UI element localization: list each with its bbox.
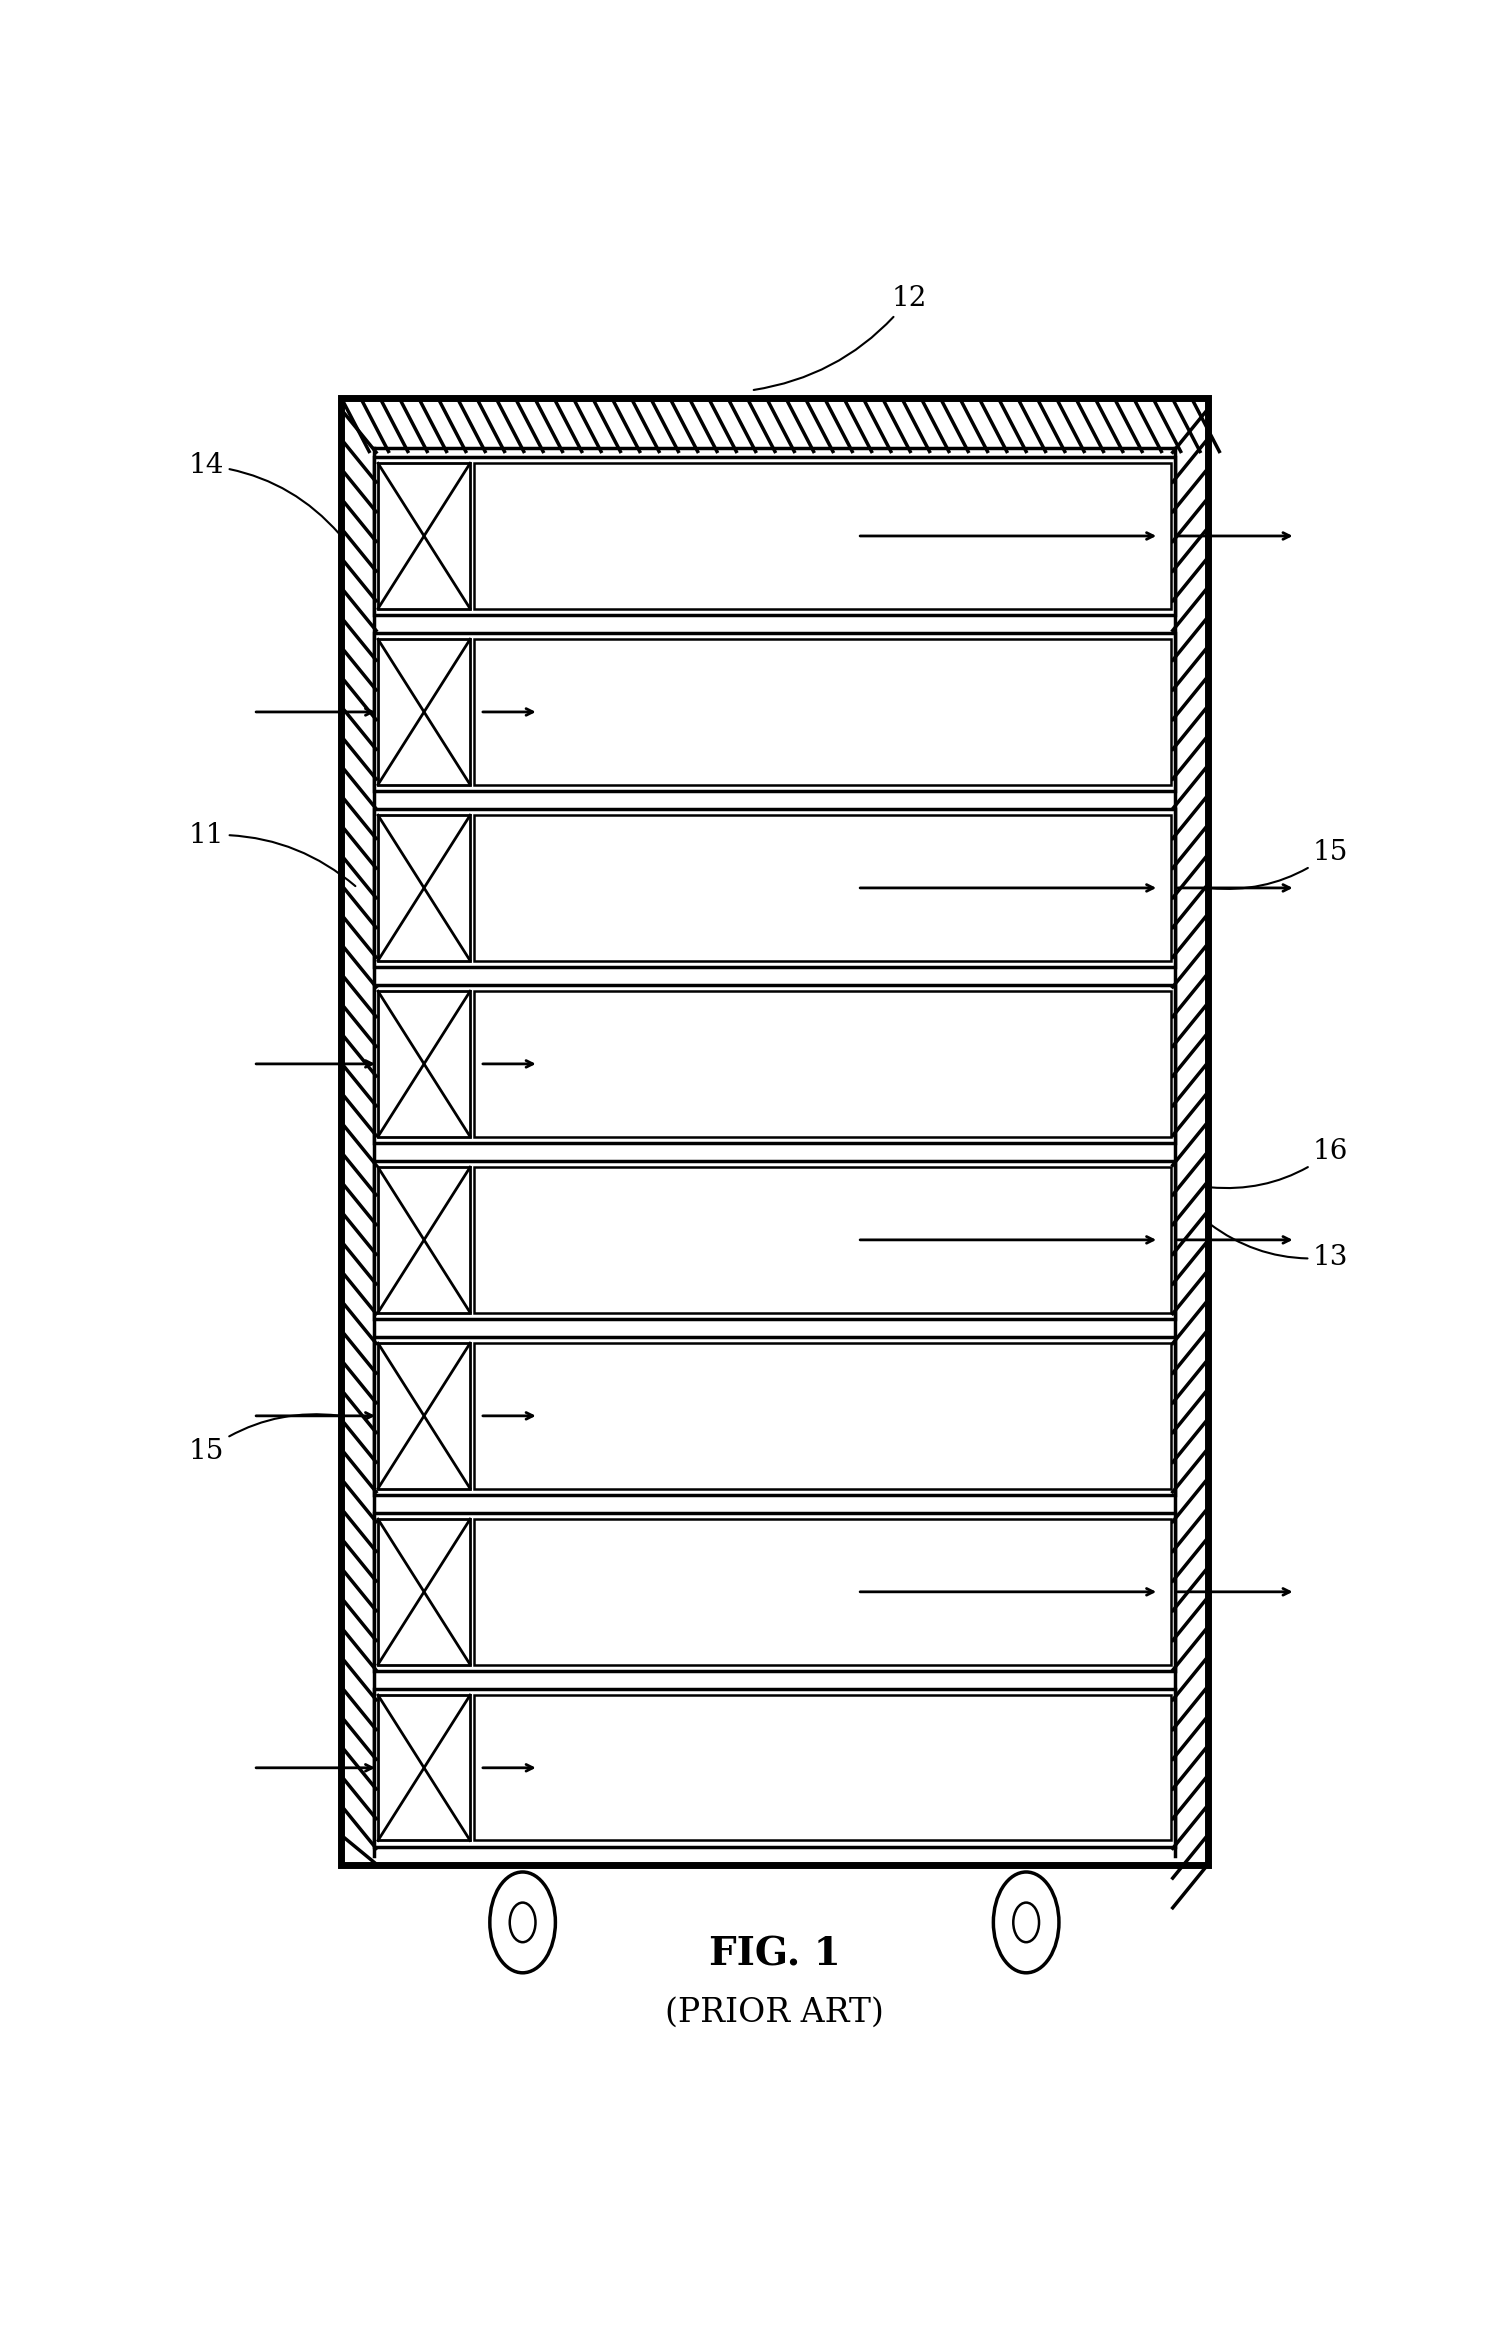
Text: 13: 13 <box>1210 1225 1348 1272</box>
Text: 15: 15 <box>1210 839 1348 888</box>
Bar <box>378 1520 470 1665</box>
Text: 14: 14 <box>189 451 340 533</box>
Bar <box>378 816 470 961</box>
Bar <box>341 397 1207 1866</box>
Bar <box>378 1695 470 1840</box>
Bar <box>474 1167 1171 1312</box>
Text: (PRIOR ART): (PRIOR ART) <box>665 1997 884 2029</box>
Bar <box>373 634 1176 790</box>
Bar <box>373 984 1176 1143</box>
Text: FIG. 1: FIG. 1 <box>709 1936 840 1973</box>
Circle shape <box>490 1873 556 1973</box>
Bar <box>474 1520 1171 1665</box>
Circle shape <box>993 1873 1059 1973</box>
Text: 12: 12 <box>754 285 926 390</box>
Bar <box>474 1342 1171 1489</box>
Bar <box>378 463 470 608</box>
Text: 15: 15 <box>189 1414 338 1464</box>
Bar <box>378 638 470 786</box>
Circle shape <box>509 1903 535 1943</box>
Bar <box>373 809 1176 968</box>
Text: 11: 11 <box>189 821 355 886</box>
Bar <box>474 816 1171 961</box>
Bar <box>373 1688 1176 1847</box>
Circle shape <box>1014 1903 1040 1943</box>
Bar <box>373 1513 1176 1672</box>
Bar <box>474 1695 1171 1840</box>
Text: 16: 16 <box>1210 1139 1348 1188</box>
Bar <box>474 991 1171 1136</box>
Bar <box>378 1342 470 1489</box>
Bar <box>373 1162 1176 1319</box>
Bar <box>474 463 1171 608</box>
Bar <box>373 1337 1176 1494</box>
Bar <box>373 456 1176 615</box>
Bar <box>378 991 470 1136</box>
Bar <box>474 638 1171 786</box>
Bar <box>378 1167 470 1312</box>
